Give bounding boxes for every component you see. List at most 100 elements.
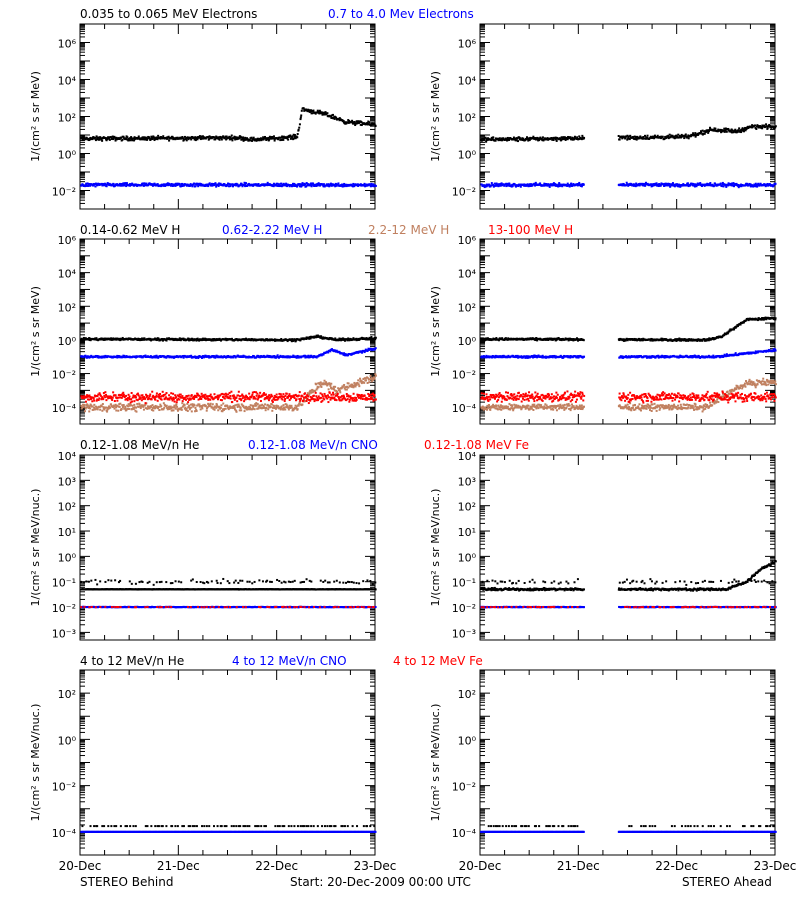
data-point <box>175 401 178 404</box>
data-point <box>82 137 85 140</box>
data-point <box>209 402 212 405</box>
data-point <box>485 140 488 143</box>
data-point <box>273 405 276 408</box>
data-point <box>316 334 319 337</box>
data-point <box>686 136 689 139</box>
data-point <box>731 129 734 132</box>
data-point <box>360 380 363 383</box>
data-point <box>664 136 667 139</box>
data-point <box>167 355 170 358</box>
data-point <box>190 354 193 357</box>
data-point <box>243 181 246 184</box>
data-point <box>671 182 674 185</box>
data-point <box>133 139 136 142</box>
data-point <box>749 185 752 188</box>
data-point <box>146 398 149 401</box>
data-point <box>108 138 111 141</box>
data-point <box>343 185 346 188</box>
data-point <box>356 393 359 396</box>
data-point <box>687 137 690 140</box>
data-point <box>328 391 331 394</box>
data-point <box>165 339 168 342</box>
data-point <box>197 398 200 401</box>
y-axis-label: 1/(cm² s sr MeV) <box>29 71 42 162</box>
data-point <box>130 408 133 411</box>
data-point <box>719 128 722 131</box>
data-point <box>146 394 149 397</box>
data-point <box>115 136 118 139</box>
data-point <box>343 352 346 355</box>
data-point <box>360 121 363 124</box>
data-point <box>226 405 229 408</box>
data-point <box>285 406 288 409</box>
data-point <box>306 392 309 395</box>
data-point <box>244 183 247 186</box>
data-point <box>140 399 143 402</box>
data-point <box>341 398 344 401</box>
data-point <box>347 382 350 385</box>
data-point <box>299 397 302 400</box>
data-point <box>186 395 189 398</box>
data-point <box>194 136 197 139</box>
data-point <box>181 183 184 186</box>
data-point <box>751 124 754 127</box>
data-point <box>735 182 738 185</box>
data-point <box>167 135 170 138</box>
data-point <box>335 184 338 187</box>
data-point <box>135 406 138 409</box>
data-point <box>282 184 285 187</box>
data-point <box>93 399 96 402</box>
data-point <box>158 395 161 398</box>
data-point <box>126 407 129 410</box>
data-point <box>552 184 555 187</box>
data-point <box>288 393 291 396</box>
data-point <box>266 338 269 341</box>
data-point <box>208 183 211 186</box>
y-tick-label: 10⁻⁴ <box>52 402 77 415</box>
data-point <box>578 181 581 184</box>
data-point <box>202 337 205 340</box>
data-point <box>359 183 362 186</box>
data-point <box>541 139 544 142</box>
data-point <box>359 350 362 353</box>
data-point <box>96 395 99 398</box>
data-point <box>252 184 255 187</box>
data-point <box>157 393 160 396</box>
data-point <box>87 355 90 358</box>
data-point <box>305 182 308 185</box>
data-point <box>724 127 727 130</box>
data-point <box>330 114 333 117</box>
data-point <box>318 183 321 186</box>
data-point <box>245 405 248 408</box>
data-point <box>294 183 297 186</box>
data-point <box>372 378 375 381</box>
data-point <box>200 356 203 359</box>
data-point <box>256 407 259 410</box>
data-point <box>312 336 315 339</box>
data-point <box>168 394 171 397</box>
data-point <box>302 399 305 402</box>
data-point <box>326 184 329 187</box>
data-point <box>329 396 332 399</box>
data-point <box>668 183 671 186</box>
data-point <box>329 182 332 185</box>
data-point <box>277 184 280 187</box>
data-point <box>268 394 271 397</box>
data-point <box>120 407 123 410</box>
data-point <box>151 390 154 393</box>
data-point <box>267 408 270 411</box>
data-point <box>702 132 705 135</box>
data-point <box>685 184 688 187</box>
data-point <box>230 390 233 393</box>
data-point <box>569 184 572 187</box>
data-point <box>143 337 146 340</box>
data-point <box>279 339 282 342</box>
data-point <box>136 402 139 405</box>
data-point <box>703 132 706 135</box>
data-point <box>154 395 157 398</box>
data-point <box>259 400 262 403</box>
data-point <box>255 402 258 405</box>
data-point <box>133 395 136 398</box>
data-point <box>755 125 758 128</box>
data-point <box>210 395 213 398</box>
